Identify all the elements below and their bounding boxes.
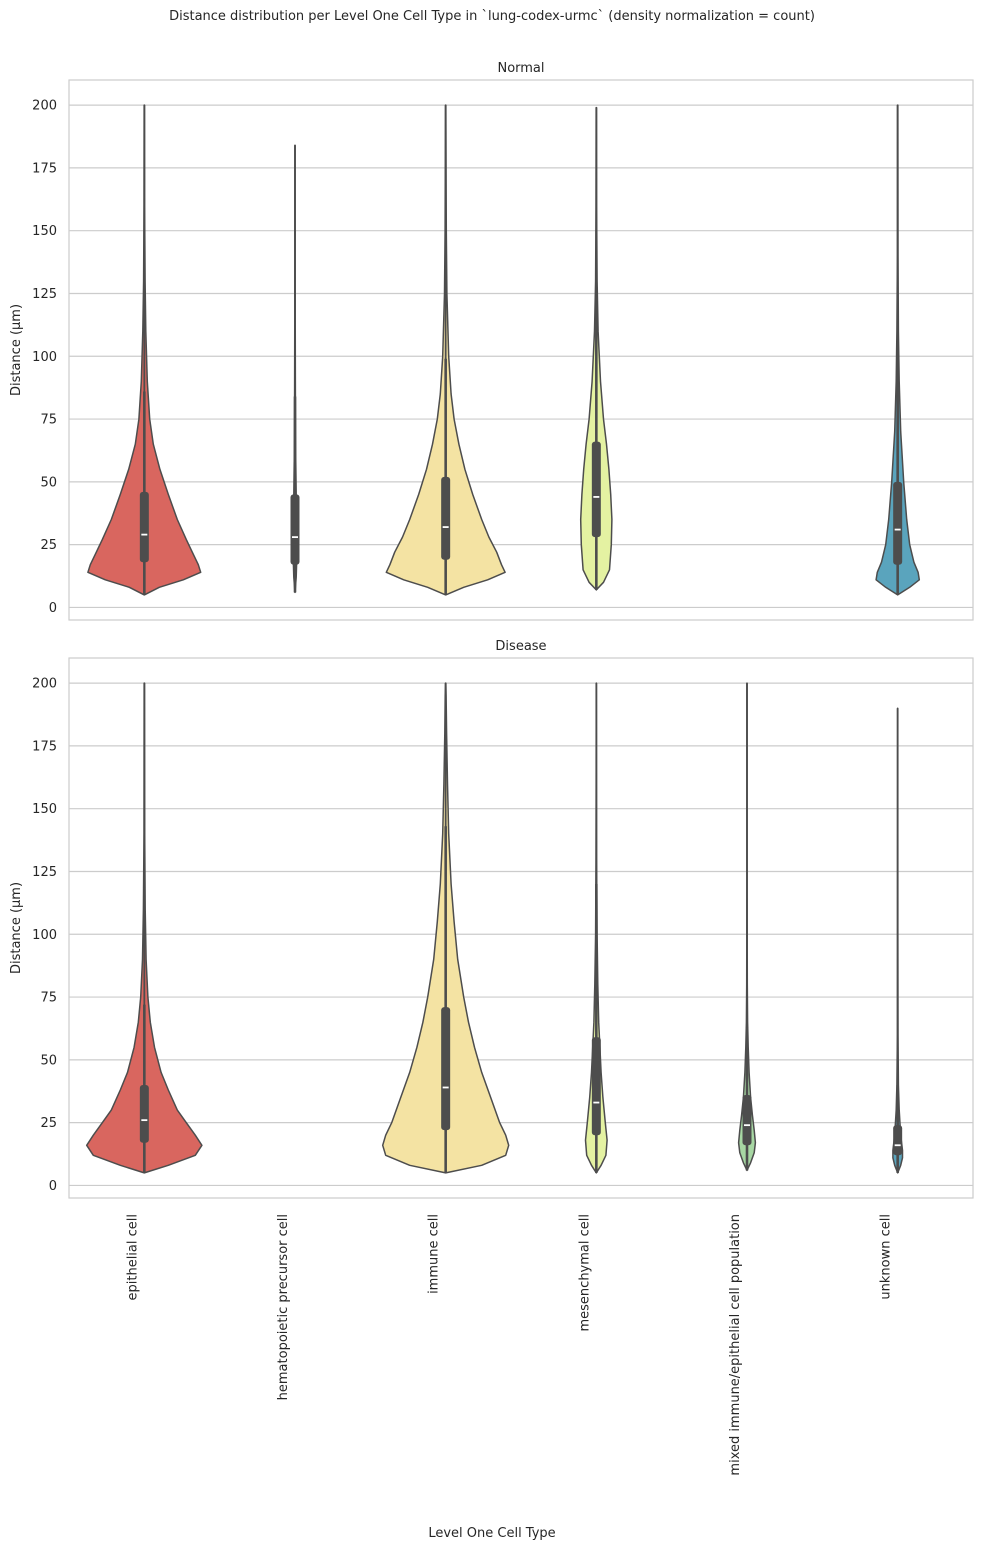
y-tick-label: 50 bbox=[40, 1053, 57, 1068]
x-tick-labels: epithelial cell hematopoietic precursor c… bbox=[125, 1214, 893, 1476]
y-axis-label: Distance (µm) bbox=[9, 304, 24, 396]
violin-iqr-box bbox=[591, 441, 601, 538]
violin-iqr-box bbox=[893, 1125, 903, 1156]
x-tick-label: immune cell bbox=[427, 1214, 442, 1294]
panel-normal: 0 25 50 75 100 125 150 175 200 Normal Distance (µm… bbox=[9, 61, 974, 621]
y-tick-label: 150 bbox=[32, 802, 57, 817]
violin-epithelial-cell bbox=[87, 104, 202, 596]
panel-disease: 0 25 50 75 100 125 150 175 200 Disease Distance (µ… bbox=[9, 639, 974, 1199]
violin-iqr-box bbox=[591, 1037, 601, 1136]
violin-iqr-box bbox=[290, 494, 300, 565]
y-tick-label: 75 bbox=[40, 991, 57, 1006]
y-axis-label: Distance (µm) bbox=[9, 882, 24, 974]
violin-mixed-immune-epithelial-cell-population bbox=[737, 682, 757, 1172]
panel-frame-disease bbox=[68, 657, 974, 1199]
x-tick-label: mixed immune/epithelial cell population bbox=[728, 1214, 743, 1476]
y-tick-label: 150 bbox=[32, 224, 57, 239]
violin-hematopoietic-precursor-cell bbox=[290, 144, 300, 594]
violin-immune-cell bbox=[381, 682, 510, 1174]
y-tick-label: 0 bbox=[49, 601, 57, 616]
chart-title: Distance distribution per Level One Cell… bbox=[169, 9, 815, 24]
y-tick-label: 125 bbox=[32, 287, 57, 302]
y-tick-label: 75 bbox=[40, 413, 57, 428]
y-tick-label: 100 bbox=[32, 928, 57, 943]
x-tick-label: mesenchymal cell bbox=[577, 1214, 592, 1332]
x-axis-label: Level One Cell Type bbox=[428, 1526, 555, 1541]
violin-iqr-box bbox=[742, 1095, 752, 1146]
violin-iqr-box bbox=[139, 491, 149, 563]
y-tick-label: 25 bbox=[40, 538, 57, 553]
violin-unknown-cell bbox=[892, 707, 904, 1174]
y-tick-label: 125 bbox=[32, 865, 57, 880]
x-tick-label: unknown cell bbox=[879, 1214, 894, 1300]
violin-mesenchymal-cell bbox=[584, 682, 608, 1174]
violin-mesenchymal-cell bbox=[579, 106, 613, 591]
panel-frame-normal bbox=[68, 79, 974, 621]
y-tick-label: 200 bbox=[32, 677, 57, 692]
y-tick-label: 25 bbox=[40, 1116, 57, 1131]
x-tick-label: hematopoietic precursor cell bbox=[276, 1214, 291, 1400]
x-tick-label: epithelial cell bbox=[125, 1214, 140, 1301]
violin-iqr-box bbox=[441, 1007, 451, 1131]
y-tick-label: 175 bbox=[32, 739, 57, 754]
panel-title-disease: Disease bbox=[495, 639, 546, 654]
violin-iqr-box bbox=[139, 1084, 149, 1143]
panel-title-normal: Normal bbox=[497, 61, 544, 76]
panels: 0 25 50 75 100 125 150 175 200 Normal Distance (µm… bbox=[9, 61, 974, 1199]
violin-iqr-box bbox=[893, 481, 903, 565]
y-tick-label: 100 bbox=[32, 350, 57, 365]
y-tick-label: 200 bbox=[32, 99, 57, 114]
violin-immune-cell bbox=[385, 104, 506, 596]
y-tick-label: 50 bbox=[40, 475, 57, 490]
violin-iqr-box bbox=[441, 476, 451, 560]
y-tick-label: 0 bbox=[49, 1179, 57, 1194]
violin-unknown-cell bbox=[875, 104, 921, 596]
y-tick-label: 175 bbox=[32, 161, 57, 176]
violin-epithelial-cell bbox=[85, 682, 203, 1174]
